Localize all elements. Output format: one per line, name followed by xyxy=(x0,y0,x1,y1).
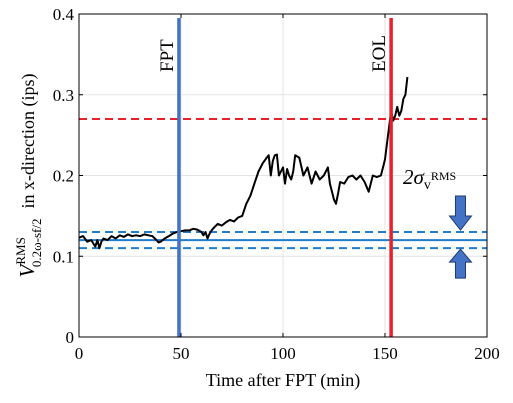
y-tick-label-2: 0.2 xyxy=(53,167,74,186)
y-label-sub: 0.2ω-sf/2 xyxy=(29,219,44,268)
sigma-annotation: 2σvRMS xyxy=(403,165,456,193)
arrow-down-icon xyxy=(448,195,473,231)
y-label-sup: RMS xyxy=(13,237,28,264)
ticks xyxy=(78,13,488,338)
y-tick-label-3: 0.3 xyxy=(53,86,74,105)
y-label-main: V xyxy=(15,262,39,277)
y-axis-label: VRMS0.2ω-sf/2 in x-direction (ips) xyxy=(13,74,44,278)
y-label-rest: in x-direction (ips) xyxy=(18,74,39,209)
svg-text:VRMS0.2ω-sf/2in x-direction (i: VRMS0.2ω-sf/2 in x-direction (ips) xyxy=(13,74,44,278)
arrow-up-icon xyxy=(448,248,473,279)
vline-label-0: FPT xyxy=(157,39,178,72)
x-tick-label-0: 0 xyxy=(75,344,84,363)
x-tick-label-3: 150 xyxy=(372,344,398,363)
marker-lines: FPT EOL xyxy=(157,18,393,337)
y-tick-label-1: 0.1 xyxy=(53,247,74,266)
y-tick-label-0: 0 xyxy=(66,328,75,347)
y-tick-label-4: 0.4 xyxy=(53,5,75,24)
x-tick-label-2: 100 xyxy=(270,344,296,363)
annotations: 2σvRMS xyxy=(403,165,473,279)
x-tick-label-1: 50 xyxy=(173,344,190,363)
x-tick-label-4: 200 xyxy=(474,344,500,363)
series-line-0 xyxy=(78,76,409,250)
reference-lines xyxy=(79,117,487,250)
x-axis-label: Time after FPT (min) xyxy=(206,370,361,391)
series-group xyxy=(78,76,409,250)
x-tick-labels: 0 50 100 150 200 xyxy=(75,344,500,363)
y-tick-labels: 0 0.1 0.2 0.3 0.4 xyxy=(53,5,75,347)
vline-label-1: EOL xyxy=(369,35,390,72)
